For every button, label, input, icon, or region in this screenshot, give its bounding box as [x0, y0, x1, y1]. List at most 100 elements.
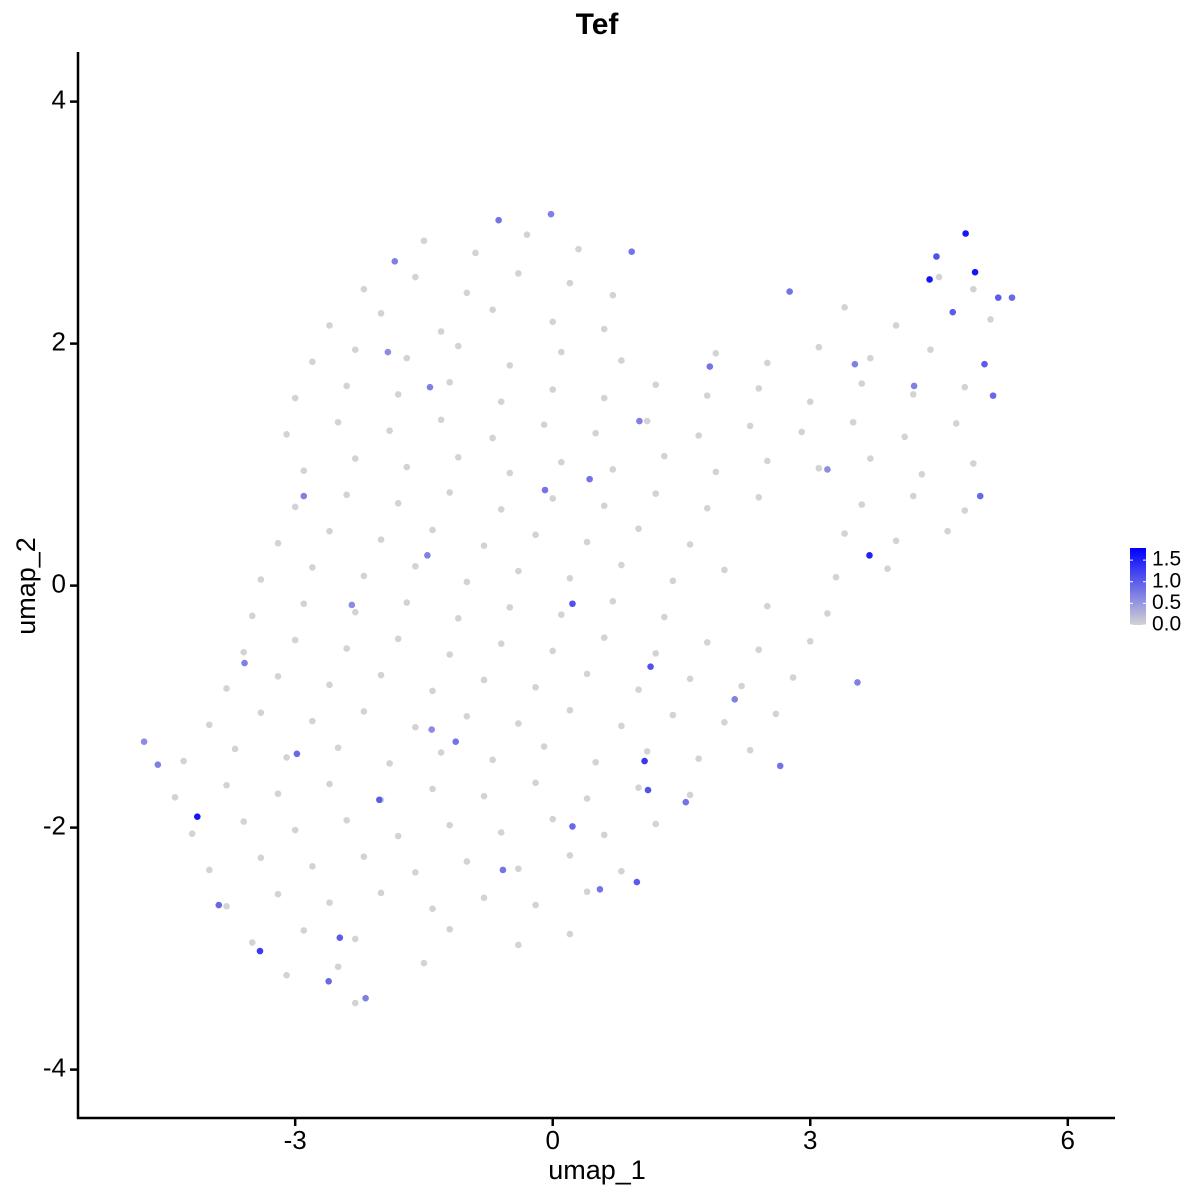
- point: [334, 744, 342, 752]
- point: [575, 245, 582, 253]
- point: [454, 454, 462, 461]
- point: [240, 818, 247, 825]
- point: [703, 639, 711, 646]
- point: [755, 646, 763, 654]
- point: [343, 382, 350, 390]
- point: [558, 458, 565, 466]
- point: [600, 502, 608, 510]
- point: [437, 328, 445, 335]
- point: [618, 561, 625, 569]
- point: [970, 460, 977, 467]
- point: [351, 346, 359, 353]
- point: [454, 614, 462, 622]
- point: [343, 645, 350, 652]
- point: [154, 761, 162, 768]
- point: [497, 506, 505, 513]
- point: [523, 231, 531, 239]
- point: [394, 500, 402, 507]
- colorbar-label: 1.0: [1152, 569, 1181, 592]
- point: [497, 640, 505, 647]
- point: [746, 746, 754, 754]
- point: [326, 322, 333, 329]
- point: [403, 354, 411, 362]
- colorbar-label: 1.5: [1152, 548, 1181, 571]
- point: [764, 602, 771, 610]
- y-tick-label: 4: [52, 84, 66, 114]
- point: [987, 316, 994, 323]
- point: [583, 795, 591, 802]
- point: [257, 709, 265, 716]
- point: [764, 457, 771, 465]
- point: [647, 663, 654, 670]
- point: [566, 930, 574, 938]
- point: [583, 538, 591, 546]
- point: [944, 527, 951, 535]
- point: [463, 289, 471, 297]
- point: [424, 552, 431, 559]
- point: [171, 794, 179, 801]
- point: [274, 539, 282, 547]
- point: [892, 537, 900, 545]
- point: [636, 417, 643, 425]
- point: [971, 268, 979, 276]
- point: [712, 349, 720, 357]
- x-tick-label: -3: [284, 1125, 307, 1155]
- point: [377, 536, 385, 543]
- point: [376, 796, 383, 804]
- point: [981, 360, 988, 368]
- point: [558, 348, 565, 356]
- point: [776, 762, 784, 770]
- point: [506, 604, 514, 611]
- point: [429, 905, 436, 912]
- point: [532, 531, 539, 539]
- point: [240, 648, 247, 656]
- point: [377, 671, 385, 679]
- point: [515, 720, 522, 727]
- point: [326, 681, 333, 689]
- point: [926, 276, 933, 283]
- point: [961, 507, 969, 514]
- point: [343, 491, 350, 499]
- point: [377, 310, 385, 317]
- point: [429, 785, 436, 793]
- point: [824, 466, 831, 473]
- point: [437, 749, 445, 756]
- point: [633, 878, 641, 886]
- point: [962, 230, 969, 237]
- point: [300, 492, 308, 500]
- point: [566, 575, 574, 582]
- point: [360, 285, 368, 293]
- point: [326, 899, 333, 906]
- point: [463, 578, 471, 586]
- point: [600, 831, 608, 839]
- point: [635, 784, 642, 791]
- point: [140, 738, 148, 745]
- point: [695, 432, 702, 439]
- point: [274, 790, 282, 798]
- point: [412, 562, 419, 570]
- point: [480, 542, 488, 549]
- point: [841, 530, 848, 537]
- point: [652, 650, 660, 657]
- point: [532, 901, 539, 909]
- point: [429, 526, 436, 534]
- point: [463, 858, 471, 865]
- point: [854, 679, 861, 686]
- point: [586, 475, 593, 483]
- point: [326, 780, 333, 788]
- point: [618, 357, 625, 364]
- point: [867, 455, 874, 462]
- point: [532, 683, 539, 691]
- point: [489, 306, 496, 314]
- point: [274, 890, 282, 898]
- point: [309, 358, 316, 366]
- point: [291, 394, 299, 402]
- point: [695, 755, 702, 762]
- point: [806, 637, 814, 645]
- point: [351, 455, 359, 462]
- point: [489, 756, 496, 764]
- point: [499, 866, 507, 874]
- point: [495, 216, 502, 224]
- point: [618, 867, 625, 875]
